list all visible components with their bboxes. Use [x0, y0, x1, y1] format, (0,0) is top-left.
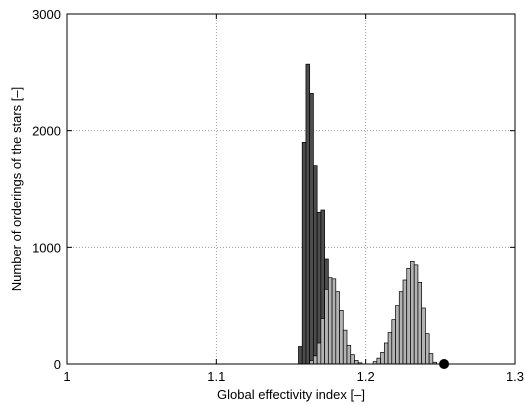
histogram-bar — [342, 329, 348, 365]
x-tick-labels: 1 1.1 1.2 1.3 — [63, 369, 524, 384]
histogram-bar — [316, 211, 322, 365]
plot-frame — [66, 13, 516, 365]
y-tick-label: 3000 — [32, 7, 61, 22]
histogram-bar — [398, 291, 404, 365]
histogram-series-light — [372, 260, 437, 365]
histogram-bar — [335, 291, 340, 365]
x-axis-label: Global effectivity index [–] — [217, 387, 365, 402]
histogram-bar — [350, 354, 355, 365]
histogram-bar — [309, 360, 314, 365]
histogram-bar — [313, 165, 318, 365]
axis-ticks — [66, 13, 516, 365]
histogram-bar — [320, 318, 325, 365]
histogram-bar — [417, 281, 423, 365]
histogram-bar — [346, 344, 352, 365]
histogram-bar — [354, 360, 359, 365]
histogram-bar — [313, 355, 318, 365]
histogram-bar — [331, 278, 337, 365]
histogram-bar — [380, 351, 385, 365]
histogram-bar — [305, 63, 311, 365]
histogram-bar — [428, 353, 434, 365]
histogram-bar — [421, 307, 426, 365]
y-tick-labels: 0 1000 2000 3000 — [32, 7, 61, 372]
histogram-bar — [402, 279, 408, 365]
x-tick-label: 1.2 — [357, 369, 375, 384]
x-tick-label: 1.3 — [506, 369, 524, 384]
histogram-bar — [413, 264, 419, 365]
histogram-bar — [406, 267, 411, 365]
y-tick-label: 2000 — [32, 124, 61, 139]
histogram-bar — [301, 141, 307, 365]
histogram-bar — [410, 260, 415, 365]
histogram-bar — [425, 333, 430, 365]
histogram-bar — [324, 288, 329, 365]
histogram-bar — [395, 305, 400, 365]
histogram-bar — [327, 277, 333, 365]
histogram-bar — [309, 92, 314, 365]
histogram-bar — [376, 357, 381, 365]
y-axis-label: Number of orderings of the stars [–] — [9, 87, 24, 291]
y-tick-label: 0 — [54, 357, 61, 372]
histogram-bar — [339, 309, 344, 365]
histogram-bar — [298, 346, 303, 365]
plot-background — [67, 14, 515, 364]
grid-lines — [67, 14, 515, 364]
x-tick-label: 1 — [63, 369, 70, 384]
histogram-bar — [391, 319, 396, 365]
y-tick-label: 1000 — [32, 240, 61, 255]
histogram-bar — [316, 342, 322, 365]
histogram-bar — [387, 332, 393, 365]
histogram-bar — [383, 342, 389, 365]
x-tick-label: 1.1 — [207, 369, 225, 384]
